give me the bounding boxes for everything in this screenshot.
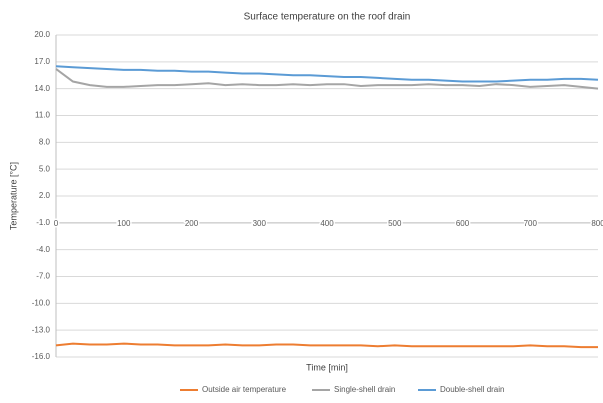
y-tick-label: -16.0: [32, 352, 51, 361]
y-tick-label: 2.0: [39, 191, 51, 200]
x-tick-label: 200: [185, 219, 199, 228]
x-tick-label: 100: [117, 219, 131, 228]
line-series: [55, 65, 599, 83]
x-tick-label: 600: [456, 219, 470, 228]
x-tick-label: 700: [524, 219, 538, 228]
y-tick-label: 5.0: [39, 164, 51, 173]
y-tick-label: 20.0: [34, 30, 50, 39]
legend-label: Outside air temperature: [202, 385, 287, 394]
y-tick-label: 11.0: [35, 111, 51, 120]
x-tick-label: 500: [388, 219, 402, 228]
y-tick-label: -4.0: [36, 245, 50, 254]
y-tick-label: 14.0: [34, 84, 50, 93]
y-tick-label: -1.0: [36, 218, 50, 227]
line-series: [55, 342, 598, 349]
y-axis-title: Temperature [°C]: [8, 162, 18, 230]
x-tick-label: 0: [54, 219, 59, 228]
y-tick-label: -7.0: [36, 272, 50, 281]
legend-label: Double-shell drain: [440, 385, 504, 394]
legend-label: Single-shell drain: [334, 385, 395, 394]
x-axis-title: Time [min]: [306, 362, 348, 372]
x-tick-label: 400: [320, 219, 334, 228]
chart-title: Surface temperature on the roof drain: [244, 12, 411, 23]
y-tick-label: -13.0: [32, 325, 51, 334]
line-series: [55, 68, 599, 90]
y-tick-label: -10.0: [32, 298, 51, 307]
x-tick-label: 800: [591, 219, 603, 228]
x-tick-label: 300: [253, 219, 267, 228]
y-tick-label: 8.0: [39, 137, 51, 146]
y-tick-label: 17.0: [34, 57, 50, 66]
